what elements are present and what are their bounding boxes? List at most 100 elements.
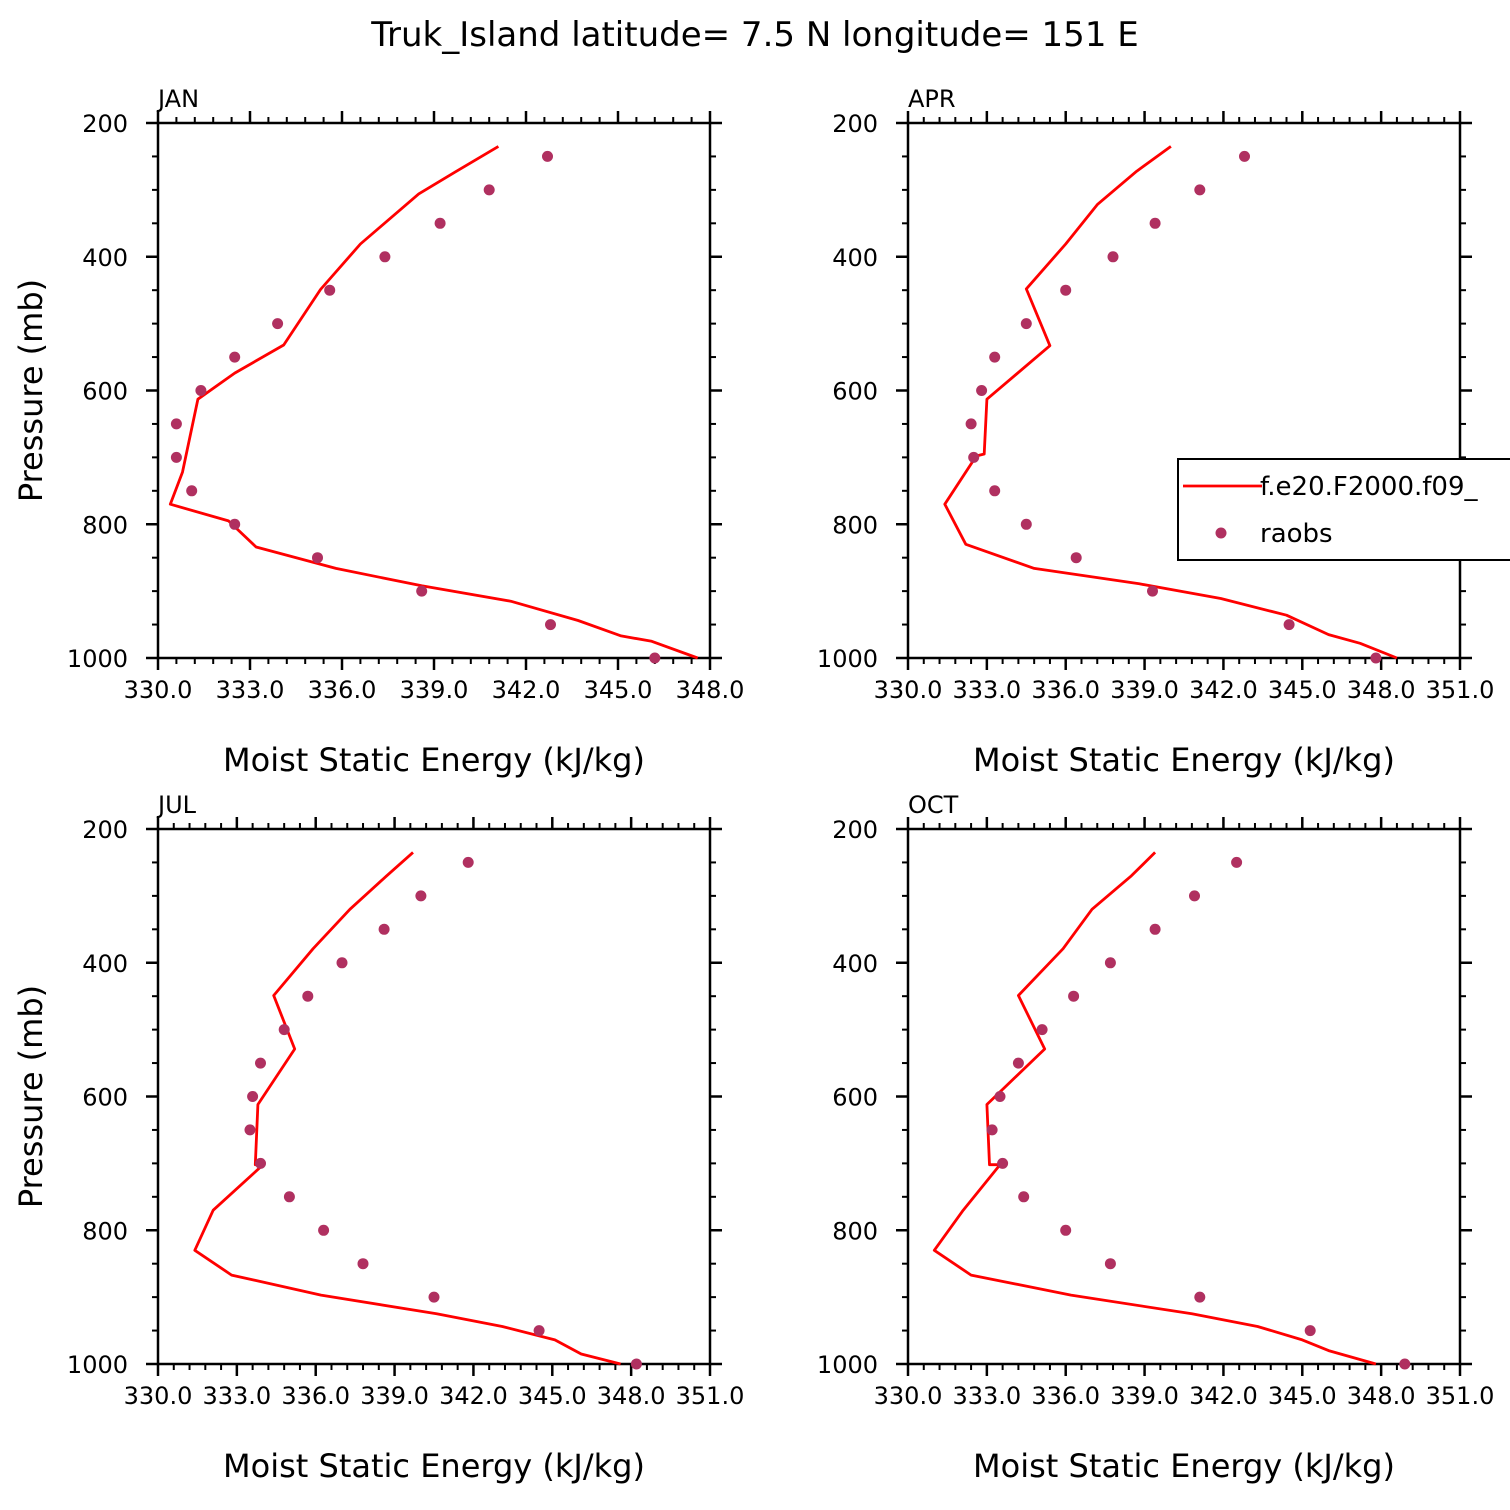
series-line-model [168, 145, 699, 660]
raobs-point [357, 1258, 369, 1270]
raobs-point [1304, 1325, 1316, 1337]
raobs-point [283, 1191, 295, 1203]
raobs-point [229, 351, 241, 363]
x-tick-label: 330.0 [874, 1382, 943, 1410]
panel-oct: OCT 330.0 333.0 336.0 339.0 342.0 345.0 348.0 35… [817, 791, 1494, 1485]
figure-title: Truk_Island latitude= 7.5 N longitude= 1… [370, 15, 1139, 55]
panels-group: JAN 330.0 333.0 336.0 339.0 342.0 345.0 348.0 20… [12, 85, 1494, 1485]
raobs-point [428, 1291, 440, 1303]
raobs-point [1194, 1291, 1206, 1303]
raobs-point [483, 184, 495, 196]
raobs-point [976, 385, 988, 396]
raobs-point [247, 1091, 259, 1102]
raobs-point [1020, 518, 1032, 530]
x-tick-label: 345.0 [518, 1382, 587, 1410]
raobs-point [170, 418, 182, 430]
raobs-point [434, 217, 446, 229]
raobs-point [170, 451, 182, 463]
plot-frame [156, 121, 712, 660]
raobs-point [1194, 184, 1206, 196]
y-tick-label: 1000 [67, 645, 128, 673]
y-axis-label: Pressure (mb) [12, 279, 50, 502]
raobs-point [1370, 652, 1382, 664]
y-tick-label: 400 [832, 950, 878, 978]
x-tick-label: 339.0 [1110, 676, 1179, 704]
raobs-point [312, 552, 323, 564]
raobs-point [272, 318, 284, 330]
plot-frame [156, 827, 712, 1366]
raobs-point [1149, 923, 1161, 935]
raobs-point [989, 485, 1001, 497]
x-tick-label: 336.0 [1031, 676, 1100, 704]
raobs-point [1147, 585, 1158, 597]
raobs-point [1060, 284, 1072, 296]
plot-frame [906, 827, 1462, 1366]
panel-apr: APR 330.0 333.0 336.0 339.0 342.0 345.0 348.0 35… [817, 85, 1494, 779]
y-tick-label: 600 [82, 378, 128, 406]
legend-label-model: f.e20.F2000.f09_ [1260, 472, 1478, 502]
x-tick-label: 342.0 [1189, 676, 1258, 704]
raobs-point [542, 150, 553, 162]
series-line-model [943, 145, 1398, 660]
raobs-point [989, 351, 1001, 363]
y-tick-label: 800 [832, 511, 878, 539]
y-tick-label: 1000 [817, 1351, 878, 1379]
y-tick-label: 600 [832, 378, 878, 406]
raobs-point [379, 251, 391, 263]
legend-label-raobs: raobs [1260, 519, 1333, 549]
x-tick-label: 333.0 [952, 1382, 1021, 1410]
x-tick-label: 351.0 [676, 1382, 745, 1410]
y-tick-label: 600 [832, 1084, 878, 1112]
y-tick-label: 200 [82, 816, 128, 844]
raobs-point [1070, 552, 1082, 564]
y-tick-label: 400 [82, 950, 128, 978]
y-tick-label: 200 [832, 110, 878, 138]
x-tick-label: 330.0 [124, 676, 193, 704]
x-tick-label: 333.0 [202, 1382, 271, 1410]
x-tick-label: 348.0 [1347, 1382, 1416, 1410]
x-tick-label: 351.0 [1426, 1382, 1495, 1410]
raobs-point [1239, 150, 1250, 162]
x-axis-label: Moist Static Energy (kJ/kg) [223, 741, 645, 779]
x-axis-label: Moist Static Energy (kJ/kg) [973, 741, 1395, 779]
raobs-point [186, 485, 198, 497]
x-tick-label: 330.0 [124, 1382, 193, 1410]
y-tick-label: 400 [832, 244, 878, 272]
raobs-point [462, 856, 474, 868]
y-tick-label: 800 [832, 1217, 878, 1245]
panel-label: JAN [156, 85, 199, 113]
raobs-point [1018, 1191, 1030, 1203]
y-tick-label: 800 [82, 1217, 128, 1245]
series-line-model [932, 851, 1377, 1366]
x-tick-label: 339.0 [360, 1382, 429, 1410]
x-tick-label: 345.0 [1268, 676, 1337, 704]
x-axis-label: Moist Static Energy (kJ/kg) [223, 1447, 645, 1485]
raobs-point [1283, 619, 1295, 631]
y-tick-label: 600 [82, 1084, 128, 1112]
raobs-point [302, 990, 314, 1002]
x-tick-label: 333.0 [952, 676, 1021, 704]
raobs-point [318, 1224, 330, 1236]
raobs-point [630, 1358, 642, 1370]
raobs-point [1104, 957, 1116, 969]
raobs-point [1107, 251, 1119, 263]
raobs-point [533, 1325, 545, 1337]
series-line-model [193, 851, 621, 1366]
x-tick-label: 345.0 [1268, 1382, 1337, 1410]
raobs-point [997, 1157, 1009, 1169]
raobs-point [649, 652, 661, 664]
raobs-point [1068, 990, 1080, 1002]
x-tick-label: 336.0 [281, 1382, 350, 1410]
raobs-point [1231, 856, 1243, 868]
raobs-point [255, 1157, 266, 1169]
x-tick-label: 348.0 [1347, 676, 1416, 704]
raobs-point [255, 1057, 266, 1069]
x-tick-label: 348.0 [676, 676, 745, 704]
raobs-point [324, 284, 336, 296]
x-tick-label: 336.0 [308, 676, 377, 704]
plot-frame [906, 121, 1462, 660]
raobs-point [994, 1091, 1006, 1102]
raobs-point [1104, 1258, 1116, 1270]
y-tick-label: 200 [832, 816, 878, 844]
